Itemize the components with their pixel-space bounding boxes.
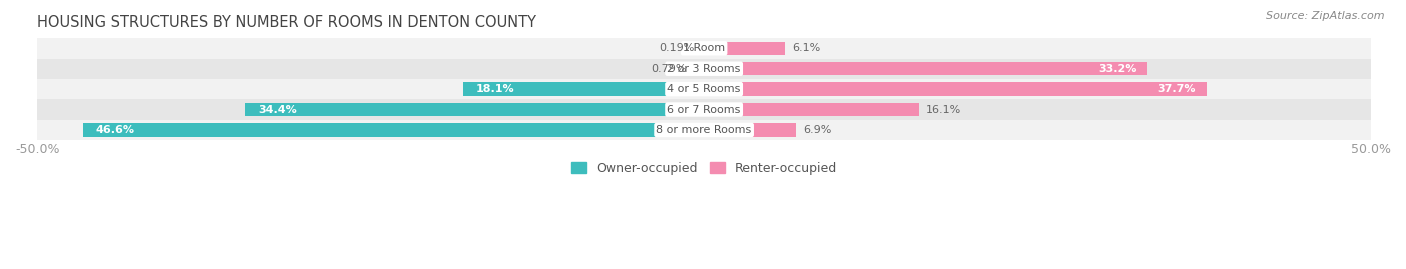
Text: 0.79%: 0.79% <box>651 64 688 74</box>
Bar <box>37 79 1371 99</box>
Bar <box>463 83 704 96</box>
Text: 6.9%: 6.9% <box>803 125 831 135</box>
Text: Source: ZipAtlas.com: Source: ZipAtlas.com <box>1267 11 1385 21</box>
Bar <box>704 123 796 137</box>
Bar <box>37 99 1371 120</box>
Bar <box>702 42 704 55</box>
Text: 18.1%: 18.1% <box>477 84 515 94</box>
Text: 0.19%: 0.19% <box>659 43 695 53</box>
Text: 8 or more Rooms: 8 or more Rooms <box>657 125 752 135</box>
Bar <box>37 38 1371 59</box>
Bar <box>704 103 920 116</box>
Bar <box>704 42 786 55</box>
Bar <box>83 123 704 137</box>
Text: 4 or 5 Rooms: 4 or 5 Rooms <box>668 84 741 94</box>
Bar <box>704 62 1147 75</box>
Text: 6.1%: 6.1% <box>792 43 821 53</box>
Text: 1 Room: 1 Room <box>683 43 725 53</box>
Text: 46.6%: 46.6% <box>96 125 135 135</box>
Bar <box>704 83 1206 96</box>
Text: 2 or 3 Rooms: 2 or 3 Rooms <box>668 64 741 74</box>
Text: 37.7%: 37.7% <box>1157 84 1197 94</box>
Text: 33.2%: 33.2% <box>1098 64 1136 74</box>
Text: 6 or 7 Rooms: 6 or 7 Rooms <box>668 105 741 115</box>
Bar <box>37 120 1371 140</box>
Bar <box>245 103 704 116</box>
Legend: Owner-occupied, Renter-occupied: Owner-occupied, Renter-occupied <box>567 157 842 180</box>
Text: HOUSING STRUCTURES BY NUMBER OF ROOMS IN DENTON COUNTY: HOUSING STRUCTURES BY NUMBER OF ROOMS IN… <box>37 15 536 30</box>
Text: 34.4%: 34.4% <box>259 105 298 115</box>
Bar <box>693 62 704 75</box>
Text: 16.1%: 16.1% <box>925 105 960 115</box>
Bar <box>37 59 1371 79</box>
